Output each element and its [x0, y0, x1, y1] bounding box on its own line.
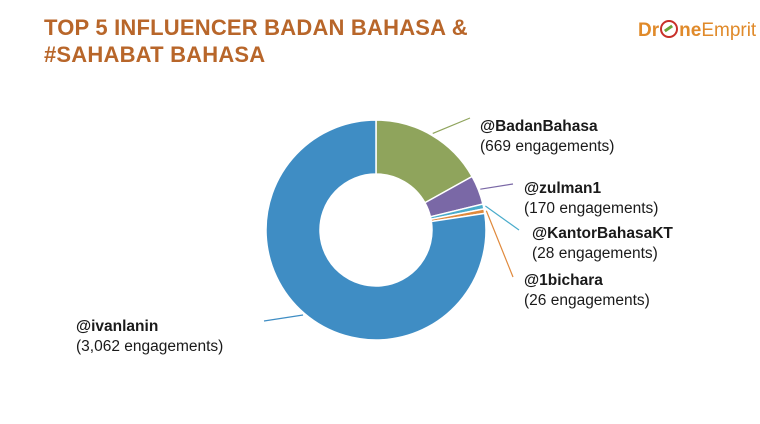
slice-label-value: (669 engagements) — [480, 138, 614, 155]
slice-label-name: @BadanBahasa — [480, 118, 598, 135]
slice-label-value: (28 engagements) — [532, 245, 658, 262]
page-title: TOP 5 INFLUENCER BADAN BAHASA & #SAHABAT… — [44, 15, 468, 67]
slice-label-name: @zulman1 — [524, 180, 602, 197]
slice-label-value: (3,062 engagements) — [76, 338, 223, 355]
slice-ivanlanin — [265, 119, 487, 341]
leader-line — [485, 205, 520, 231]
slice-label-value: (170 engagements) — [524, 200, 658, 217]
drone-icon — [660, 20, 679, 38]
drone-emprit-logo: Dr neEmprit — [638, 20, 757, 41]
leader-line — [263, 314, 304, 322]
slice-label-name: @KantorBahasaKT — [532, 225, 673, 242]
leader-line — [432, 117, 471, 135]
leader-line — [485, 210, 514, 278]
leader-line — [480, 183, 514, 190]
slice-label-value: (26 engagements) — [524, 292, 650, 309]
slice-label-name: @1bichara — [524, 272, 603, 289]
slice-label-name: @ivanlanin — [76, 318, 158, 335]
